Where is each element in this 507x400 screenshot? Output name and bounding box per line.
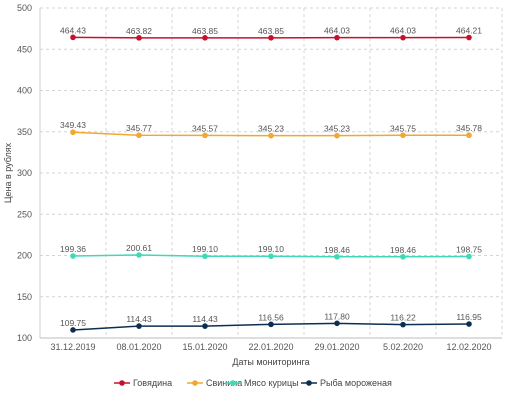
y-tick-label: 250: [17, 209, 32, 219]
x-tick-label: 08.01.2020: [116, 342, 161, 352]
data-label: 199.10: [258, 244, 284, 254]
data-point: [202, 323, 208, 329]
data-label: 463.85: [192, 26, 218, 36]
data-label: 345.78: [456, 123, 482, 133]
data-point: [400, 253, 406, 260]
data-label: 464.03: [390, 26, 416, 36]
data-label: 463.82: [126, 26, 152, 36]
x-tick-label: 29.01.2020: [314, 342, 359, 352]
data-point: [70, 327, 76, 333]
data-point: [70, 253, 76, 259]
y-tick-label: 200: [17, 251, 32, 261]
data-point: [334, 34, 340, 41]
data-point: [202, 35, 208, 41]
data-point: [268, 321, 274, 328]
y-axis-title: Цена в рублях: [3, 142, 13, 203]
data-point: [400, 132, 406, 139]
legend-marker: [119, 380, 125, 386]
data-point: [70, 129, 76, 136]
data-point: [334, 132, 340, 139]
legend-marker: [230, 380, 236, 386]
data-point: [136, 132, 142, 139]
data-label: 345.77: [126, 123, 152, 133]
data-label: 116.95: [456, 312, 482, 322]
y-tick-label: 300: [17, 168, 32, 178]
data-point: [466, 253, 472, 260]
x-tick-label: 22.01.2020: [248, 342, 293, 352]
data-point: [268, 132, 274, 139]
x-tick-label: 31.12.2019: [50, 342, 95, 352]
data-label: 117.80: [324, 311, 350, 321]
data-point: [136, 252, 142, 258]
legend-label: Мясо курицы: [244, 378, 299, 388]
data-label: 463.85: [258, 26, 284, 36]
data-label: 116.22: [390, 313, 416, 323]
data-point: [268, 35, 274, 41]
data-label: 349.43: [60, 120, 86, 130]
data-label: 464.43: [60, 25, 86, 35]
data-label: 345.23: [324, 124, 350, 134]
y-tick-label: 100: [17, 333, 32, 343]
data-point: [400, 34, 406, 41]
legend-marker: [306, 380, 312, 386]
data-label: 345.57: [192, 123, 218, 133]
data-label: 464.03: [324, 26, 350, 36]
y-tick-label: 400: [17, 86, 32, 96]
data-label: 199.36: [60, 244, 86, 254]
data-label: 114.43: [126, 314, 152, 324]
data-point: [70, 34, 76, 41]
data-point: [268, 253, 274, 260]
x-tick-label: 5.02.2020: [383, 342, 423, 352]
data-point: [202, 253, 208, 260]
data-label: 198.46: [390, 245, 416, 255]
x-axis-title: Даты мониторинга: [232, 357, 309, 367]
data-label: 198.75: [456, 245, 482, 255]
data-point: [136, 35, 142, 41]
data-label: 199.10: [192, 244, 218, 254]
data-label: 109.75: [60, 318, 86, 328]
y-tick-label: 150: [17, 292, 32, 302]
data-label: 114.43: [192, 314, 218, 324]
data-point: [334, 320, 340, 327]
data-point: [136, 323, 142, 329]
data-point: [466, 34, 472, 41]
data-label: 345.75: [390, 123, 416, 133]
data-label: 198.46: [324, 245, 350, 255]
x-tick-label: 12.02.2020: [446, 342, 491, 352]
legend-marker: [192, 380, 198, 386]
data-label: 464.21: [456, 26, 482, 36]
data-label: 345.23: [258, 124, 284, 134]
data-point: [400, 321, 406, 328]
data-point: [466, 132, 472, 139]
data-label: 200.61: [126, 243, 152, 253]
y-tick-label: 500: [17, 3, 32, 13]
legend-label: Рыба мороженая: [320, 378, 392, 388]
legend-label: Свинина: [206, 378, 242, 388]
data-label: 116.56: [258, 312, 284, 322]
data-point: [466, 321, 472, 327]
y-tick-label: 450: [17, 44, 32, 54]
y-tick-label: 350: [17, 127, 32, 137]
legend-label: Говядина: [133, 378, 172, 388]
data-point: [334, 253, 340, 260]
x-tick-label: 15.01.2020: [182, 342, 227, 352]
data-point: [202, 132, 208, 139]
